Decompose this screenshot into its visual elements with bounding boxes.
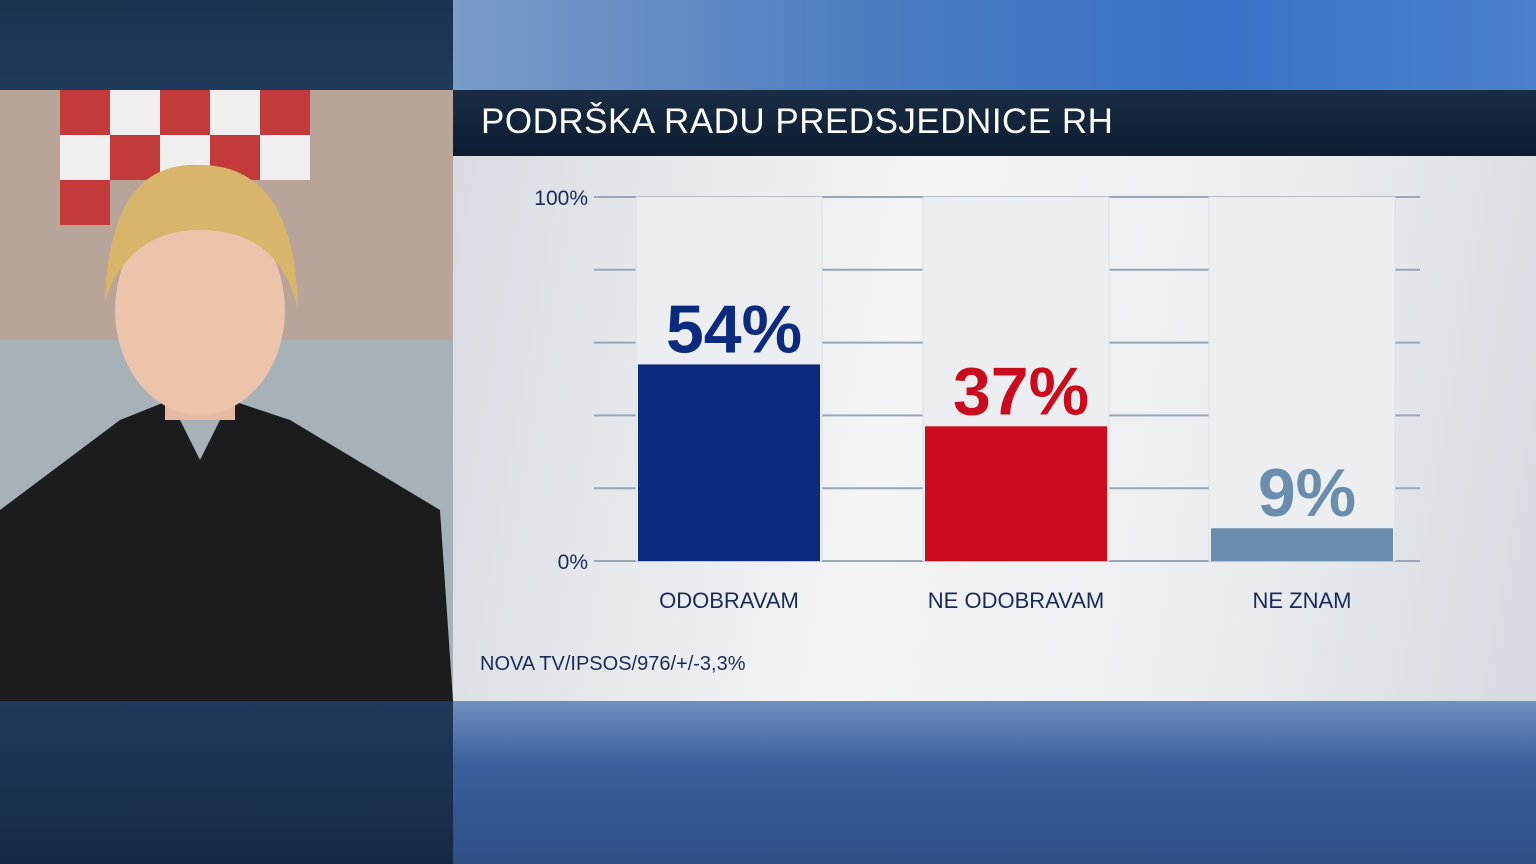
left-bottom-band	[0, 701, 453, 864]
source-note: NOVA TV/IPSOS/976/+/-3,3%	[480, 653, 746, 675]
data-label: 54%	[666, 291, 802, 367]
bar-chart: 54% ODOBRAVAM 37% NE ODOBRAVAM 9% NE ZNAM 0% 10…	[534, 187, 1420, 613]
chart-title: PODRŠKA RADU PREDSJEDNICE RH	[481, 102, 1114, 141]
data-label: 9%	[1258, 455, 1356, 531]
y-tick-label: 0%	[558, 551, 588, 574]
title-bar: PODRŠKA RADU PREDSJEDNICE RH	[453, 90, 1536, 156]
bar-3	[1211, 528, 1393, 561]
y-tick-label: 100%	[534, 187, 588, 210]
category-label: NE ODOBRAVAM	[928, 588, 1104, 613]
left-top-band	[0, 0, 453, 90]
category-label: ODOBRAVAM	[659, 588, 799, 613]
right-top-band	[453, 0, 1536, 90]
category-label: NE ZNAM	[1253, 588, 1352, 613]
bar-1	[638, 364, 820, 561]
bar-2	[925, 426, 1107, 561]
portrait-photo	[0, 90, 453, 701]
data-label: 37%	[953, 353, 1089, 429]
right-bottom-band	[453, 701, 1536, 864]
portrait-illustration	[0, 90, 453, 701]
bar-column-bg	[1208, 196, 1396, 562]
chart-panel: 54% ODOBRAVAM 37% NE ODOBRAVAM 9% NE ZNAM 0% 10…	[453, 156, 1536, 701]
